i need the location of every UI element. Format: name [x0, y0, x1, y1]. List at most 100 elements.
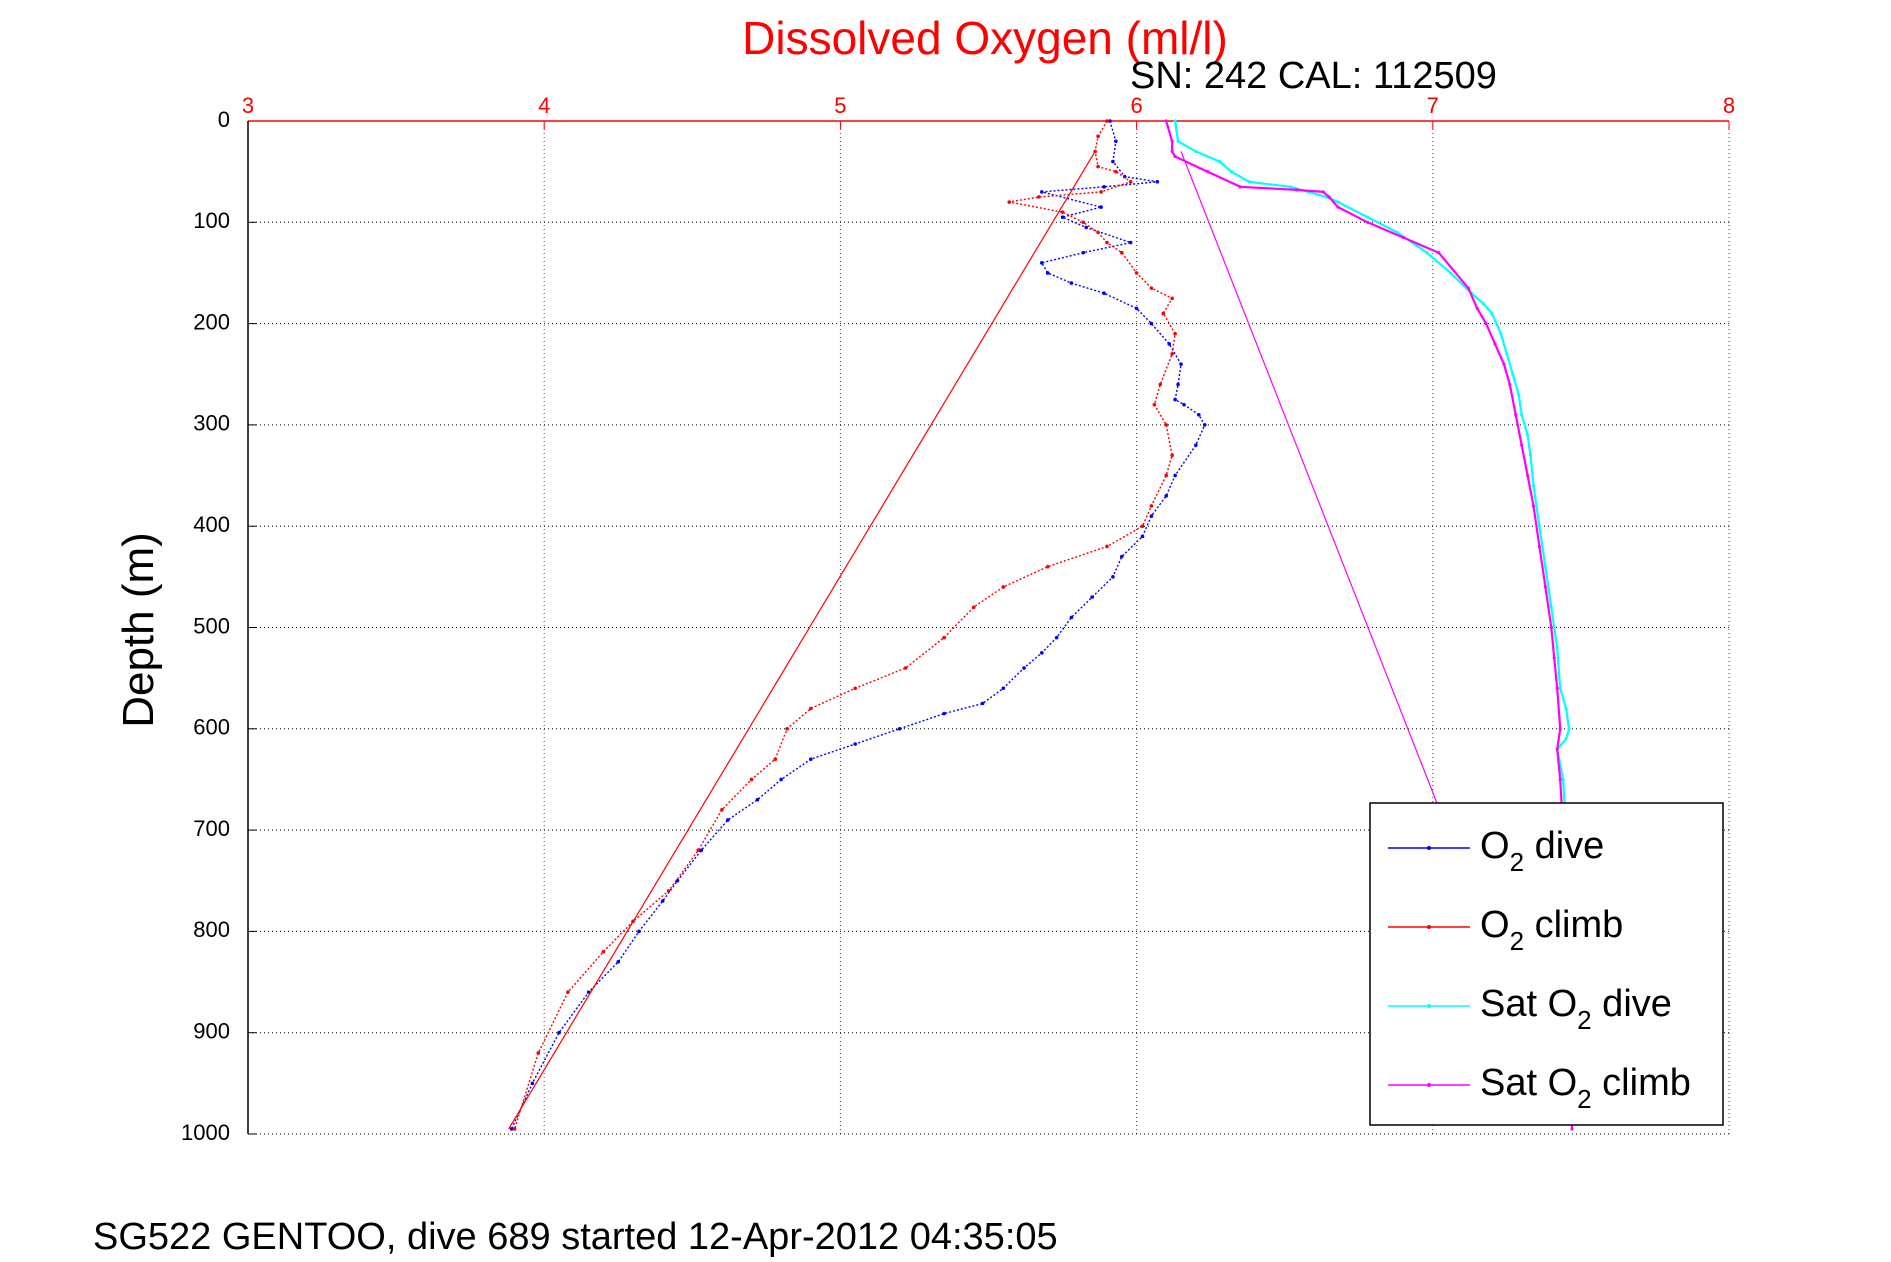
legend-marker-o2-climb: [1427, 925, 1431, 929]
data-point-sat-o2-dive: [1481, 301, 1485, 305]
data-point-sat-o2-climb: [1164, 119, 1168, 123]
data-point-sat-o2-dive: [1505, 352, 1509, 356]
data-point-o2-dive: [1119, 554, 1124, 559]
data-point-sat-o2-dive: [1490, 311, 1494, 316]
data-point-sat-o2-dive: [1517, 392, 1521, 397]
data-point-o2-dive: [1102, 291, 1106, 296]
data-point-o2-dive: [726, 818, 730, 822]
series-line-sat-o2-dive: [1174, 120, 1574, 1129]
data-point-o2-climb: [749, 777, 754, 782]
series-line-sat-transit: [1180, 151, 1449, 831]
legend-marker-sat-o2-dive: [1427, 1004, 1431, 1008]
data-point-sat-o2-climb: [1552, 656, 1556, 660]
data-point-o2-dive: [530, 1081, 535, 1086]
data-point-o2-dive: [1001, 686, 1006, 691]
data-point-sat-o2-dive: [1525, 433, 1530, 437]
data-point-sat-o2-dive: [1567, 727, 1571, 731]
data-point-o2-climb: [942, 635, 946, 640]
data-point-o2-climb: [1096, 134, 1100, 138]
series-line-o2-dive: [510, 120, 1206, 1130]
data-point-sat-o2-climb: [1206, 170, 1210, 174]
data-point-sat-o2-climb: [1531, 504, 1536, 508]
chart-footer: SG522 GENTOO, dive 689 started 12-Apr-20…: [93, 1216, 1058, 1258]
data-point-o2-dive: [557, 1030, 561, 1035]
chart-subtitle: SN: 242 CAL: 112509: [1130, 55, 1497, 97]
chart-title: Dissolved Oxygen (ml/l): [742, 12, 1228, 64]
y-tick-label-300: 300: [193, 411, 230, 436]
data-point-o2-dive: [1149, 321, 1154, 326]
series-sat-o2-dive: [1173, 119, 1574, 1131]
data-point-o2-dive: [1140, 534, 1145, 539]
data-point-o2-dive: [1081, 250, 1086, 255]
data-point-o2-climb: [808, 706, 813, 711]
data-point-sat-o2-climb: [1558, 777, 1562, 782]
x-tick-label-4: 4: [538, 93, 550, 118]
data-point-o2-climb: [1114, 169, 1118, 174]
data-point-sat-o2-dive: [1543, 565, 1547, 569]
series-sat-o2-climb: [1164, 119, 1574, 1131]
legend: O2 dive O2 climb Sat O2 dive Sat O2 climb: [1369, 802, 1724, 1126]
data-point-o2-climb: [1170, 296, 1174, 301]
data-point-o2-dive: [675, 878, 680, 883]
data-point-o2-dive: [1040, 651, 1044, 655]
data-point-o2-climb: [1161, 311, 1166, 316]
data-point-o2-dive: [509, 1127, 514, 1131]
data-point-o2-dive: [1155, 179, 1160, 184]
data-point-o2-climb: [1158, 382, 1163, 387]
data-point-sat-o2-dive: [1336, 200, 1340, 204]
data-point-o2-dive: [897, 727, 902, 731]
data-point-sat-o2-dive: [1289, 185, 1293, 189]
data-point-o2-dive: [1111, 575, 1115, 579]
data-point-o2-climb: [1149, 286, 1154, 290]
data-point-o2-climb: [1105, 240, 1109, 245]
data-point-sat-o2-dive: [1229, 170, 1233, 174]
data-point-sat-o2-climb: [1549, 625, 1553, 630]
legend-marker-sat-o2-climb: [1427, 1083, 1431, 1087]
data-point-sat-o2-climb: [1543, 585, 1547, 589]
y-tick-label-0: 0: [218, 107, 230, 132]
data-point-sat-o2-dive: [1176, 139, 1180, 143]
data-series: [508, 119, 1574, 1131]
data-point-o2-dive: [1149, 514, 1154, 518]
data-point-o2-dive: [1102, 185, 1106, 189]
data-point-o2-climb: [1105, 119, 1109, 123]
x-tick-label-8: 8: [1723, 93, 1735, 118]
data-point-o2-dive: [853, 742, 858, 746]
data-point-o2-climb: [971, 605, 976, 610]
data-point-sat-o2-climb: [1493, 342, 1497, 346]
data-point-o2-dive: [1022, 666, 1026, 670]
y-tick-label-1000: 1000: [181, 1120, 230, 1145]
data-point-sat-o2-climb: [1466, 286, 1470, 290]
legend-box: [1369, 802, 1724, 1126]
data-point-sat-o2-dive: [1425, 251, 1429, 255]
data-point-o2-dive: [1060, 215, 1065, 220]
axes: [247, 120, 1730, 1135]
data-point-sat-o2-dive: [1448, 271, 1453, 275]
data-point-sat-o2-climb: [1170, 149, 1174, 153]
data-point-o2-dive: [1090, 595, 1094, 599]
data-point-sat-o2-dive: [1511, 372, 1515, 376]
data-point-sat-o2-dive: [1558, 686, 1562, 690]
data-point-o2-dive: [660, 899, 665, 903]
data-point-sat-o2-dive: [1564, 706, 1568, 711]
data-point-sat-o2-climb: [1570, 1127, 1574, 1131]
y-tick-label-900: 900: [193, 1019, 230, 1044]
data-point-o2-dive: [1164, 494, 1169, 498]
data-point-o2-climb: [1149, 504, 1154, 508]
data-point-o2-climb: [566, 990, 570, 994]
data-point-sat-o2-climb: [1508, 382, 1512, 386]
data-point-sat-o2-dive: [1520, 413, 1524, 417]
data-point-sat-o2-dive: [1537, 524, 1542, 528]
data-point-o2-climb: [1045, 564, 1050, 569]
data-point-o2-climb: [1173, 331, 1177, 336]
data-point-o2-dive: [1114, 139, 1118, 144]
legend-entry-o2-dive: O2 dive: [1388, 825, 1604, 877]
data-point-sat-o2-dive: [1247, 180, 1251, 184]
data-point-o2-climb: [903, 666, 908, 670]
series-sat-transit: [1180, 151, 1449, 831]
data-point-o2-dive: [699, 848, 703, 853]
data-point-o2-climb: [785, 727, 789, 731]
data-point-o2-climb: [1007, 200, 1012, 204]
data-point-o2-dive: [980, 701, 985, 706]
